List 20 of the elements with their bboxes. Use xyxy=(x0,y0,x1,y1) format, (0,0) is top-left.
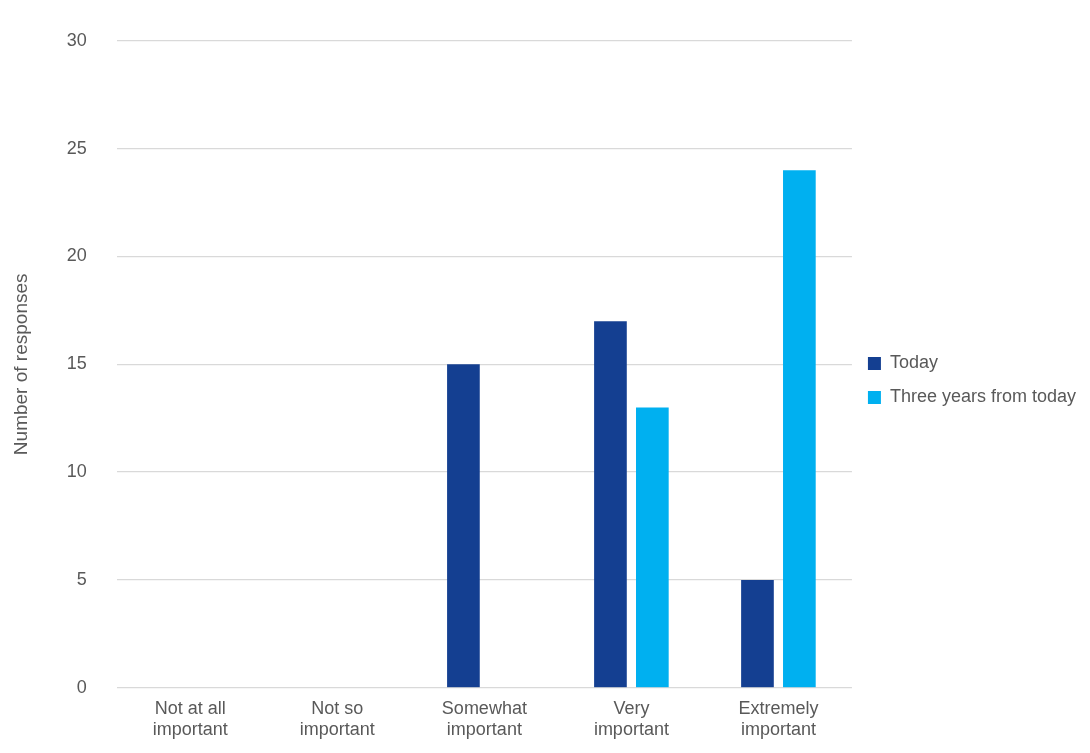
legend-label: Today xyxy=(889,352,938,373)
legend-label: Three years from today xyxy=(889,386,1076,407)
x-tick-label: Not so important xyxy=(299,697,375,740)
bar xyxy=(741,579,774,688)
bar xyxy=(447,364,480,688)
bar xyxy=(594,321,627,688)
x-tick-label: Very important xyxy=(593,697,669,740)
bar xyxy=(636,407,669,688)
y-tick-label: 5 xyxy=(76,568,87,589)
y-tick-label: 20 xyxy=(66,245,87,266)
y-axis-title: Number of responses xyxy=(9,273,31,456)
x-tick-label: Somewhat important xyxy=(441,697,527,740)
y-tick-label: 15 xyxy=(66,353,87,374)
y-tick-label: 0 xyxy=(76,676,87,697)
x-tick-label: Not at all important xyxy=(152,697,228,740)
y-tick-label: 25 xyxy=(66,137,87,158)
x-tick-label: Extremely important xyxy=(738,697,819,740)
y-tick-label: 30 xyxy=(66,29,87,50)
bar xyxy=(783,170,816,688)
y-tick-label: 10 xyxy=(66,461,87,482)
